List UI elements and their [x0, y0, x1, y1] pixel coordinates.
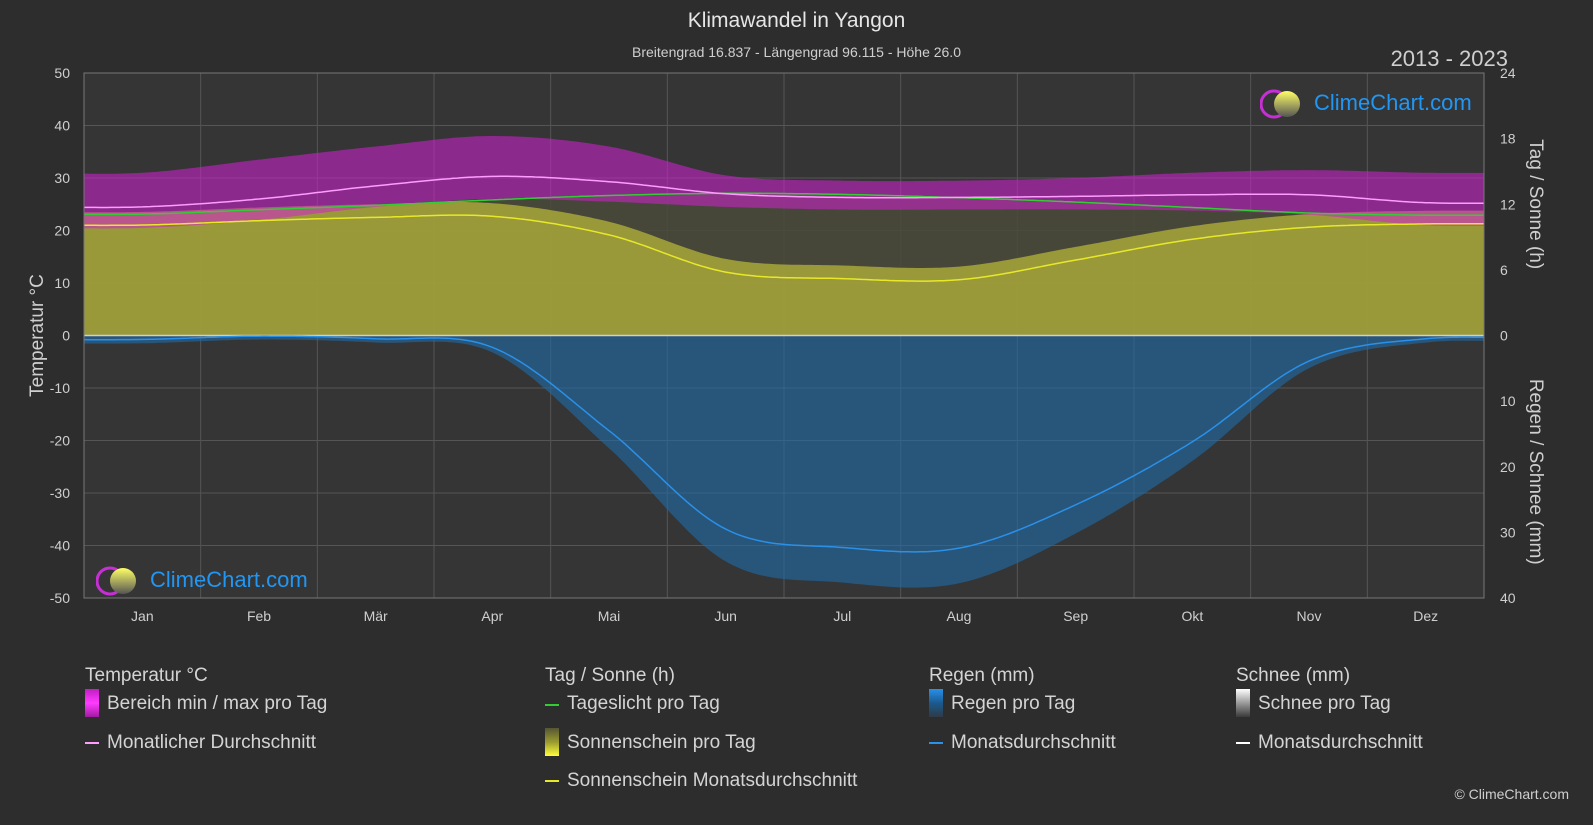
white-swatch-icon	[1236, 689, 1250, 717]
plot-border	[83, 72, 1485, 599]
legend-item-rain-avg: Monatsdurchschnitt	[951, 732, 1116, 753]
legend-item-snow: Schnee pro Tag	[1258, 693, 1391, 714]
y-tick-label-left: -10	[50, 380, 70, 396]
chart-subtitle: Breitengrad 16.837 - Längengrad 96.115 -…	[632, 44, 961, 60]
y-tick-label-right-sun: 18	[1500, 131, 1516, 147]
copyright: © ClimeChart.com	[1454, 786, 1569, 802]
y-tick-label-right-sun: 6	[1500, 262, 1508, 278]
y-tick-label-left: -20	[50, 433, 70, 449]
chart-title: Klimawandel in Yangon	[687, 9, 906, 32]
y-tick-label-right-rain: 20	[1500, 459, 1516, 475]
x-tick-label: Sep	[1063, 608, 1088, 624]
legend-item-sunshine: Sonnenschein pro Tag	[567, 732, 756, 753]
y-tick-label-left: 40	[54, 118, 70, 134]
legend-heading-snow: Schnee (mm)	[1236, 665, 1351, 686]
x-tick-label: Jul	[833, 608, 851, 624]
y-tick-label-left: -50	[50, 590, 70, 606]
y-tick-label-left: 10	[54, 275, 70, 291]
logo-text: ClimeChart.com	[150, 567, 308, 592]
y-tick-label-right-rain: 40	[1500, 590, 1516, 606]
climechart-logo-icon	[1260, 89, 1300, 119]
x-tick-label: Nov	[1297, 608, 1322, 624]
legend-item-temp-avg: Monatlicher Durchschnitt	[107, 732, 317, 753]
y-tick-label-left: -30	[50, 485, 70, 501]
legend-item-sunshine-avg: Sonnenschein Monatsdurchschnitt	[567, 770, 858, 791]
y-tick-label-left: 20	[54, 223, 70, 239]
x-tick-label: Feb	[247, 608, 271, 624]
y-tick-label-right-sun: 0	[1500, 328, 1508, 344]
x-tick-label: Aug	[947, 608, 972, 624]
x-tick-label: Dez	[1413, 608, 1438, 624]
legend-heading-temperature: Temperatur °C	[85, 665, 208, 686]
legend-item-daylight: Tageslicht pro Tag	[567, 693, 720, 714]
rain-area	[84, 335, 1484, 588]
legend-heading-sun: Tag / Sonne (h)	[545, 665, 675, 686]
temperature-avg-line	[84, 175, 1484, 209]
y-tick-label-right-sun: 12	[1500, 196, 1516, 212]
blue-line-icon	[929, 742, 943, 744]
green-line-icon	[545, 704, 559, 706]
x-tick-label: Okt	[1181, 608, 1203, 624]
y-tick-label-left: 30	[54, 170, 70, 186]
y-tick-label-left: 50	[54, 65, 70, 81]
legend-item-rain: Regen pro Tag	[951, 693, 1076, 714]
y-tick-label-left: -40	[50, 538, 70, 554]
x-tick-label: Jan	[131, 608, 154, 624]
white-line-icon	[1236, 742, 1250, 744]
logo-text: ClimeChart.com	[1314, 90, 1472, 115]
legend-heading-rain: Regen (mm)	[929, 665, 1035, 686]
yellow-line-icon	[545, 780, 559, 782]
y-tick-label-right-rain: 10	[1500, 393, 1516, 409]
daylight-line	[84, 192, 1484, 217]
blue-swatch-icon	[929, 689, 943, 717]
y-tick-label-left: 0	[62, 328, 70, 344]
x-tick-label: Jun	[714, 608, 737, 624]
x-tick-label: Apr	[481, 608, 503, 624]
y-axis-title-right-rain: Regen / Schnee (mm)	[1525, 379, 1546, 565]
legend-item-temp-range: Bereich min / max pro Tag	[107, 693, 328, 714]
y-tick-label-right-sun: 24	[1500, 65, 1516, 81]
y-axis-title-right-sun: Tag / Sonne (h)	[1525, 139, 1546, 269]
sunshine-area	[84, 202, 1484, 336]
climechart-logo-icon	[96, 566, 136, 596]
x-tick-label: Mai	[598, 608, 621, 624]
x-tick-label: Mär	[364, 608, 388, 624]
period-label: 2013 - 2023	[1390, 46, 1508, 71]
magenta-range-swatch-icon	[85, 689, 99, 717]
rain-avg-line	[83, 335, 1485, 553]
y-tick-label-right-rain: 30	[1500, 524, 1516, 540]
sunshine-avg-line	[84, 214, 1484, 282]
pink-line-icon	[85, 742, 99, 744]
y-axis-title-left: Temperatur °C	[27, 274, 48, 397]
legend-item-snow-avg: Monatsdurchschnitt	[1258, 732, 1423, 753]
yellow-swatch-icon	[545, 728, 559, 756]
